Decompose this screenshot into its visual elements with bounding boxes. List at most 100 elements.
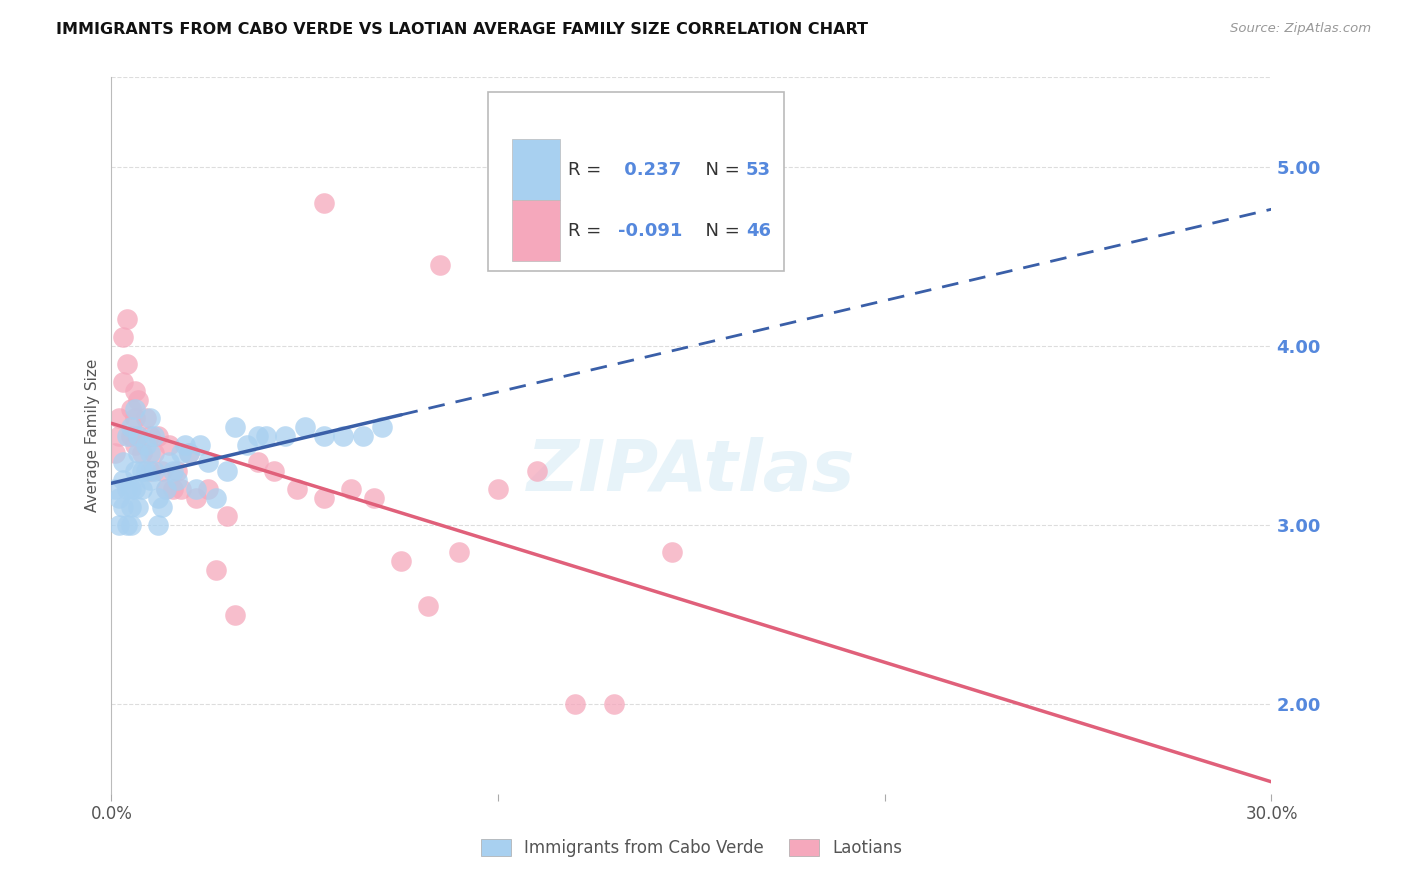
Point xyxy=(157,437,180,451)
Point xyxy=(170,483,193,497)
Point xyxy=(146,518,169,533)
Point xyxy=(124,437,146,451)
Text: R =: R = xyxy=(568,161,607,178)
Point xyxy=(340,483,363,497)
Point xyxy=(111,473,134,487)
Point xyxy=(142,428,165,442)
Point xyxy=(124,483,146,497)
Point xyxy=(127,446,149,460)
Text: -0.091: -0.091 xyxy=(619,222,683,240)
Point xyxy=(418,599,440,613)
Point xyxy=(150,464,173,478)
Point xyxy=(115,357,138,371)
Point xyxy=(155,483,177,497)
Y-axis label: Average Family Size: Average Family Size xyxy=(86,359,100,512)
Point xyxy=(115,312,138,326)
Point xyxy=(263,464,285,478)
Point xyxy=(115,483,138,497)
Point xyxy=(139,473,162,487)
Point xyxy=(127,428,149,442)
Point xyxy=(173,437,195,451)
Point xyxy=(564,697,586,711)
Point xyxy=(247,428,270,442)
Point xyxy=(139,446,162,460)
Point xyxy=(146,428,169,442)
Point xyxy=(142,446,165,460)
Point xyxy=(254,428,277,442)
Point xyxy=(186,483,208,497)
Text: ZIPAtlas: ZIPAtlas xyxy=(527,437,856,506)
Point xyxy=(146,491,169,506)
Point xyxy=(449,545,471,559)
Point xyxy=(603,697,626,711)
Point xyxy=(204,563,226,577)
Point xyxy=(124,410,146,425)
Point xyxy=(131,464,153,478)
Point xyxy=(139,428,162,442)
Point xyxy=(150,500,173,515)
Text: 0.237: 0.237 xyxy=(619,161,682,178)
Text: R =: R = xyxy=(568,222,607,240)
Point xyxy=(135,464,157,478)
Point xyxy=(120,518,142,533)
Point xyxy=(108,428,131,442)
Point xyxy=(352,428,374,442)
Point xyxy=(108,518,131,533)
Point xyxy=(247,455,270,469)
Text: 53: 53 xyxy=(747,161,770,178)
Point xyxy=(104,483,127,497)
Legend: Immigrants from Cabo Verde, Laotians: Immigrants from Cabo Verde, Laotians xyxy=(474,832,908,864)
Point xyxy=(115,518,138,533)
Point xyxy=(526,464,548,478)
Point xyxy=(186,491,208,506)
Point xyxy=(120,419,142,434)
Point xyxy=(314,491,336,506)
Point xyxy=(224,607,246,622)
Point xyxy=(204,491,226,506)
Point xyxy=(391,554,413,568)
Point xyxy=(314,195,336,210)
Point xyxy=(314,428,336,442)
Point xyxy=(131,446,153,460)
Point xyxy=(131,483,153,497)
Point xyxy=(217,464,239,478)
Point xyxy=(162,464,184,478)
Point xyxy=(139,464,162,478)
Point xyxy=(111,500,134,515)
Point xyxy=(166,464,188,478)
Text: Source: ZipAtlas.com: Source: ZipAtlas.com xyxy=(1230,22,1371,36)
Point xyxy=(155,483,177,497)
Point xyxy=(124,401,146,416)
Point xyxy=(111,330,134,344)
Point xyxy=(166,473,188,487)
FancyBboxPatch shape xyxy=(512,201,561,261)
Point xyxy=(371,419,394,434)
Point xyxy=(127,500,149,515)
Point xyxy=(120,401,142,416)
Point xyxy=(235,437,257,451)
Point xyxy=(177,446,200,460)
Point xyxy=(124,384,146,398)
Point xyxy=(197,483,219,497)
Point xyxy=(197,455,219,469)
Point xyxy=(294,419,316,434)
Point xyxy=(332,428,354,442)
Text: 46: 46 xyxy=(747,222,770,240)
FancyBboxPatch shape xyxy=(488,92,785,271)
Point xyxy=(188,437,211,451)
Point xyxy=(661,545,683,559)
Point xyxy=(157,455,180,469)
Point xyxy=(429,259,451,273)
Point xyxy=(142,464,165,478)
FancyBboxPatch shape xyxy=(512,139,561,200)
Text: N =: N = xyxy=(693,222,745,240)
Point xyxy=(177,446,200,460)
Text: N =: N = xyxy=(693,161,745,178)
Point xyxy=(135,410,157,425)
Point xyxy=(111,375,134,389)
Point xyxy=(486,483,509,497)
Point xyxy=(274,428,297,442)
Point xyxy=(124,464,146,478)
Point xyxy=(104,446,127,460)
Point xyxy=(111,455,134,469)
